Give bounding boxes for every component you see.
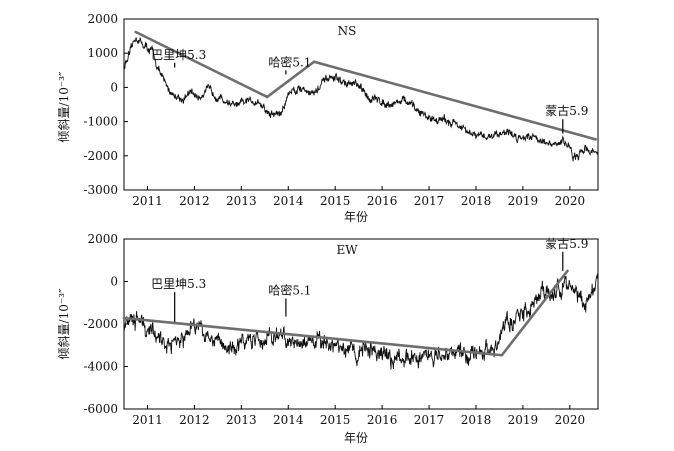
ew-trend-lines	[122, 269, 569, 357]
ns-x-tick-label-2012: 2012	[179, 194, 210, 208]
ew-x-tick-label-2017: 2017	[414, 413, 445, 427]
ns-x-tick-label-2017: 2017	[414, 194, 445, 208]
ns-y-axis-title: 倾斜量/10⁻³″	[57, 71, 71, 142]
ns-x-ticks: 2011 2012 2013 2014 2015 2016 2017 2018 2019 2020	[132, 186, 585, 208]
ew-event-label-5-3: 巴里坤5.3	[151, 276, 206, 291]
ew-y-axis-title: 倾斜量/10⁻³″	[57, 288, 71, 359]
ns-y-tick-label-0: 0	[110, 80, 118, 94]
ew-y-tick-label-6000: -6000	[83, 402, 118, 416]
ew-x-ticks: 2011 2012 2013 2014 2015 2016 2017 2018 2019 2020	[132, 405, 585, 427]
ew-y-ticks: 2000 0 -2000 -4000 -6000	[83, 232, 128, 416]
ns-y-tick-label-2000: 2000	[87, 12, 118, 26]
ew-y-tick-label-4000: -4000	[83, 360, 118, 374]
ew-trend-line-1	[122, 316, 504, 357]
ns-y-tick-label-1000: 1000	[87, 46, 118, 60]
ns-x-tick-label-2018: 2018	[461, 194, 492, 208]
ns-x-tick-label-2016: 2016	[367, 194, 398, 208]
ns-x-tick-label-2014: 2014	[273, 194, 304, 208]
ns-trend-line-3	[312, 60, 597, 141]
ns-x-tick-label-2015: 2015	[320, 194, 351, 208]
ew-trend-line-2	[500, 269, 569, 357]
ns-x-tick-label-2020: 2020	[555, 194, 586, 208]
ew-x-tick-label-2012: 2012	[179, 413, 210, 427]
ns-x-tick-label-2013: 2013	[226, 194, 257, 208]
ew-event-label-5-9: 蒙古5.9	[545, 236, 588, 251]
ns-annotations: 巴里坤5.3 哈密5.1 蒙古5.9	[151, 47, 588, 134]
ns-x-tick-label-2011: 2011	[132, 194, 163, 208]
ns-trend-line-2	[265, 60, 316, 99]
ns-event-label-5-9: 蒙古5.9	[545, 103, 588, 118]
ew-x-tick-label-2019: 2019	[508, 413, 539, 427]
ns-series-line	[123, 37, 599, 162]
ns-x-tick-label-2019: 2019	[508, 194, 539, 208]
ns-x-axis-title: 年份	[344, 210, 368, 224]
ns-y-tick-label-3000: -3000	[83, 183, 118, 197]
ns-y-tick-label-2000: -2000	[83, 149, 118, 163]
ew-y-tick-label-2000: -2000	[83, 317, 118, 331]
ew-event-label-5-1: 哈密5.1	[268, 283, 311, 298]
ew-x-tick-label-2011: 2011	[132, 413, 163, 427]
ew-x-tick-label-2016: 2016	[367, 413, 398, 427]
ns-trend-line-1	[134, 30, 269, 99]
ns-series-label: NS	[338, 24, 357, 38]
ns-event-label-5-1: 哈密5.1	[268, 54, 311, 69]
ew-series-line	[123, 273, 599, 370]
ns-y-tick-label-1000: -1000	[83, 115, 118, 129]
ew-series-label: EW	[336, 243, 358, 257]
ew-x-tick-label-2015: 2015	[320, 413, 351, 427]
ew-x-tick-label-2013: 2013	[226, 413, 257, 427]
ew-x-tick-label-2020: 2020	[555, 413, 586, 427]
ns-trend-lines	[134, 30, 597, 141]
ew-y-tick-label-0: 0	[110, 275, 118, 289]
ns-event-label-5-3: 巴里坤5.3	[151, 47, 206, 62]
ew-x-axis-title: 年份	[344, 431, 368, 445]
ns-y-ticks: 2000 1000 0 -1000 -2000 -3000	[83, 12, 128, 197]
ew-x-tick-label-2014: 2014	[273, 413, 304, 427]
ew-y-tick-label-2000: 2000	[87, 232, 118, 246]
ew-annotations: 巴里坤5.3 哈密5.1 蒙古5.9	[151, 236, 588, 322]
ns-plot-frame	[123, 18, 599, 191]
ew-x-tick-label-2018: 2018	[461, 413, 492, 427]
